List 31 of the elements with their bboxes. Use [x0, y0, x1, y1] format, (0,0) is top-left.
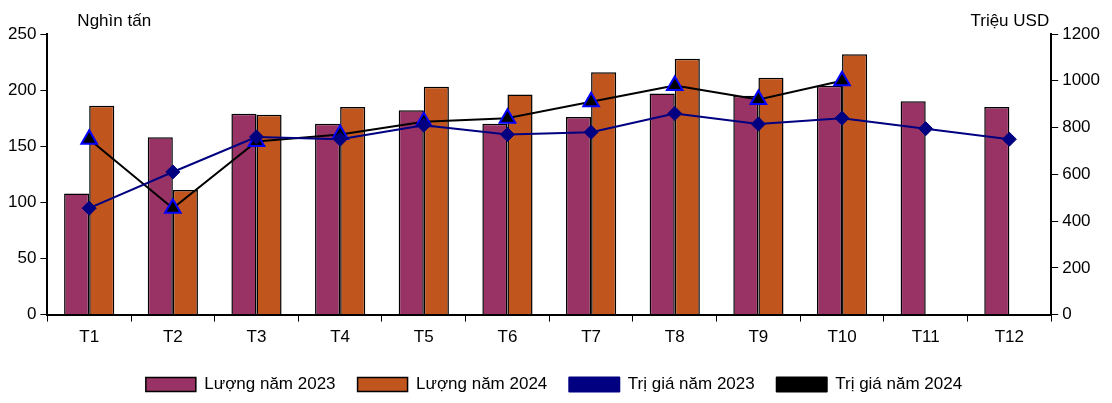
- y-tick-label: 200: [7, 79, 37, 99]
- legend-label: Lượng năm 2023: [204, 374, 336, 394]
- y-axis-title: Nghìn tấn: [77, 11, 152, 31]
- x-tick-label: T11: [911, 327, 940, 347]
- legend-label: Trị giá năm 2023: [627, 374, 755, 394]
- y-tick-label: 50: [17, 248, 37, 268]
- y2-tick-label: 1000: [1062, 70, 1101, 90]
- x-tick-label: T7: [581, 327, 602, 347]
- x-tick-label: T12: [994, 327, 1024, 347]
- y2-tick-label: 1200: [1062, 23, 1101, 43]
- legend-label: Trị giá năm 2024: [835, 374, 963, 394]
- y-tick-label: 250: [7, 23, 37, 43]
- y2-tick-label: 600: [1062, 163, 1091, 183]
- y2-tick-label: 400: [1062, 210, 1091, 230]
- x-tick-label: T5: [413, 327, 434, 347]
- x-tick-label: T4: [330, 327, 351, 347]
- y2-axis-title: Triệu USD: [970, 11, 1050, 31]
- y-tick-label: 100: [7, 192, 37, 212]
- x-tick-label: T3: [246, 327, 267, 347]
- y2-tick-label: 800: [1062, 117, 1091, 137]
- y-tick-label: 0: [26, 304, 37, 324]
- legend-label: Lượng năm 2024: [416, 374, 548, 394]
- y2-tick-label: 0: [1062, 304, 1072, 324]
- y2-tick-label: 200: [1062, 257, 1091, 277]
- x-tick-label: T2: [162, 327, 183, 347]
- x-tick-label: T9: [748, 327, 769, 347]
- y-tick-label: 150: [7, 135, 37, 155]
- x-tick-label: T8: [664, 327, 685, 347]
- x-tick-label: T1: [79, 327, 100, 347]
- x-tick-label: T10: [827, 327, 857, 347]
- x-tick-label: T6: [497, 327, 518, 347]
